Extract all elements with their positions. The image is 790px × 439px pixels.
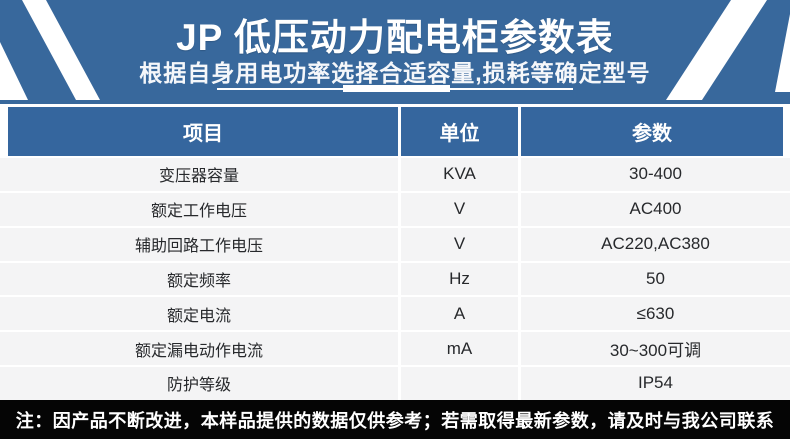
table-row: 变压器容量 KVA 30-400 (0, 156, 790, 191)
cell-item: 额定频率 (0, 262, 398, 296)
cell-item: 额定漏电动作电流 (0, 332, 398, 366)
table-row: 额定电流 A ≤630 (0, 295, 790, 331)
cell-value: 30~300可调 (521, 332, 790, 366)
table-row: 额定频率 Hz 50 (0, 260, 790, 296)
column-header-unit: 单位 (401, 107, 518, 156)
cell-value: AC400 (521, 192, 790, 226)
stripe-left-main (22, 0, 100, 100)
table-header-row: 项目 单位 参数 (8, 107, 783, 156)
cell-unit: KVA (401, 158, 518, 191)
cell-item: 变压器容量 (0, 158, 398, 191)
footer-note: 注：因产品不断改进，本样品提供的数据仅供参考；若需取得最新参数，请及时与我公司联… (0, 400, 790, 439)
page-title: JP 低压动力配电柜参数表 (176, 17, 614, 58)
cell-item: 额定工作电压 (0, 192, 398, 226)
column-header-item: 项目 (8, 107, 398, 156)
cell-value: 30-400 (521, 158, 790, 191)
banner-stripes-decoration (0, 0, 790, 100)
stripe-right-corner (775, 14, 790, 92)
cell-unit: V (401, 192, 518, 226)
cell-value: AC220,AC380 (521, 227, 790, 261)
cell-value: ≤630 (521, 297, 790, 331)
subtitle-underline-thick (343, 85, 450, 92)
banner: JP 低压动力配电柜参数表 根据自身用电功率选择合适容量,损耗等确定型号 (0, 0, 790, 104)
cell-unit: A (401, 297, 518, 331)
cell-value: 50 (521, 262, 790, 296)
table-row: 额定漏电动作电流 mA 30~300可调 (0, 330, 790, 366)
cell-item: 额定电流 (0, 297, 398, 331)
table-row: 防护等级 IP54 (0, 365, 790, 400)
cell-unit: mA (401, 332, 518, 366)
column-header-parameter: 参数 (521, 107, 783, 156)
page-subtitle: 根据自身用电功率选择合适容量,损耗等确定型号 (139, 60, 651, 86)
spec-table: 项目 单位 参数 变压器容量 KVA 30-400 额定工作电压 V AC400… (0, 107, 790, 400)
stripe-right-main (666, 0, 767, 100)
table-row: 辅助回路工作电压 V AC220,AC380 (0, 225, 790, 261)
cell-unit: Hz (401, 262, 518, 296)
cell-unit (401, 367, 518, 400)
cell-unit: V (401, 227, 518, 261)
stripe-left-corner (0, 42, 28, 100)
table-row: 额定工作电压 V AC400 (0, 190, 790, 226)
cell-item: 辅助回路工作电压 (0, 227, 398, 261)
cell-item: 防护等级 (0, 367, 398, 400)
cell-value: IP54 (521, 367, 790, 400)
